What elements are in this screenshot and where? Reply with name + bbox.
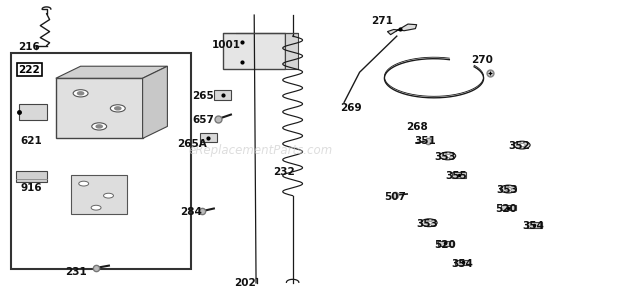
Text: 222: 222 <box>19 65 40 75</box>
Text: 270: 270 <box>471 55 493 65</box>
Circle shape <box>426 221 432 224</box>
Circle shape <box>505 188 511 191</box>
Circle shape <box>445 154 451 157</box>
Circle shape <box>514 141 530 149</box>
Circle shape <box>115 107 121 110</box>
Bar <box>214 90 231 100</box>
Circle shape <box>92 123 107 130</box>
Text: 520: 520 <box>434 240 456 250</box>
Circle shape <box>421 219 437 227</box>
Text: 520: 520 <box>495 204 516 214</box>
Text: 355: 355 <box>445 171 467 181</box>
Bar <box>71 175 127 214</box>
Circle shape <box>96 125 102 128</box>
Circle shape <box>73 90 88 97</box>
Polygon shape <box>56 66 167 78</box>
Text: 231: 231 <box>65 266 87 277</box>
Circle shape <box>91 205 101 210</box>
Circle shape <box>78 92 84 95</box>
Bar <box>527 222 542 228</box>
Bar <box>438 241 453 246</box>
Bar <box>455 260 470 265</box>
Bar <box>223 33 285 69</box>
Text: 507: 507 <box>384 192 406 202</box>
Text: 621: 621 <box>20 136 42 147</box>
Bar <box>56 78 143 138</box>
Text: 1001: 1001 <box>212 40 241 50</box>
Text: 354: 354 <box>451 259 473 269</box>
Text: 352: 352 <box>508 141 530 151</box>
Bar <box>11 53 191 269</box>
Text: 269: 269 <box>340 103 361 113</box>
Bar <box>501 205 516 210</box>
Bar <box>16 171 46 182</box>
Text: eReplacementParts.com: eReplacementParts.com <box>188 144 332 157</box>
Text: 216: 216 <box>19 42 40 52</box>
Text: 351: 351 <box>414 136 436 147</box>
Text: 265A: 265A <box>177 139 206 150</box>
Text: 232: 232 <box>273 166 294 177</box>
Circle shape <box>500 185 516 193</box>
Polygon shape <box>143 66 167 138</box>
Text: 284: 284 <box>180 207 202 217</box>
Text: 265: 265 <box>192 91 214 101</box>
Bar <box>19 104 46 120</box>
Text: 268: 268 <box>406 122 428 132</box>
Polygon shape <box>285 33 298 69</box>
Text: 916: 916 <box>20 183 42 193</box>
Text: 354: 354 <box>522 221 544 231</box>
Circle shape <box>104 193 113 198</box>
Circle shape <box>79 181 89 186</box>
Text: 657: 657 <box>192 115 214 126</box>
Text: 271: 271 <box>371 16 392 26</box>
Circle shape <box>110 105 125 112</box>
Circle shape <box>440 152 456 160</box>
Text: 353: 353 <box>434 151 456 162</box>
Polygon shape <box>388 24 417 35</box>
Bar <box>452 172 466 178</box>
Circle shape <box>519 144 525 147</box>
Text: 353: 353 <box>417 219 438 229</box>
Text: 202: 202 <box>234 278 256 288</box>
Text: 353: 353 <box>496 185 518 195</box>
Bar <box>200 133 217 142</box>
